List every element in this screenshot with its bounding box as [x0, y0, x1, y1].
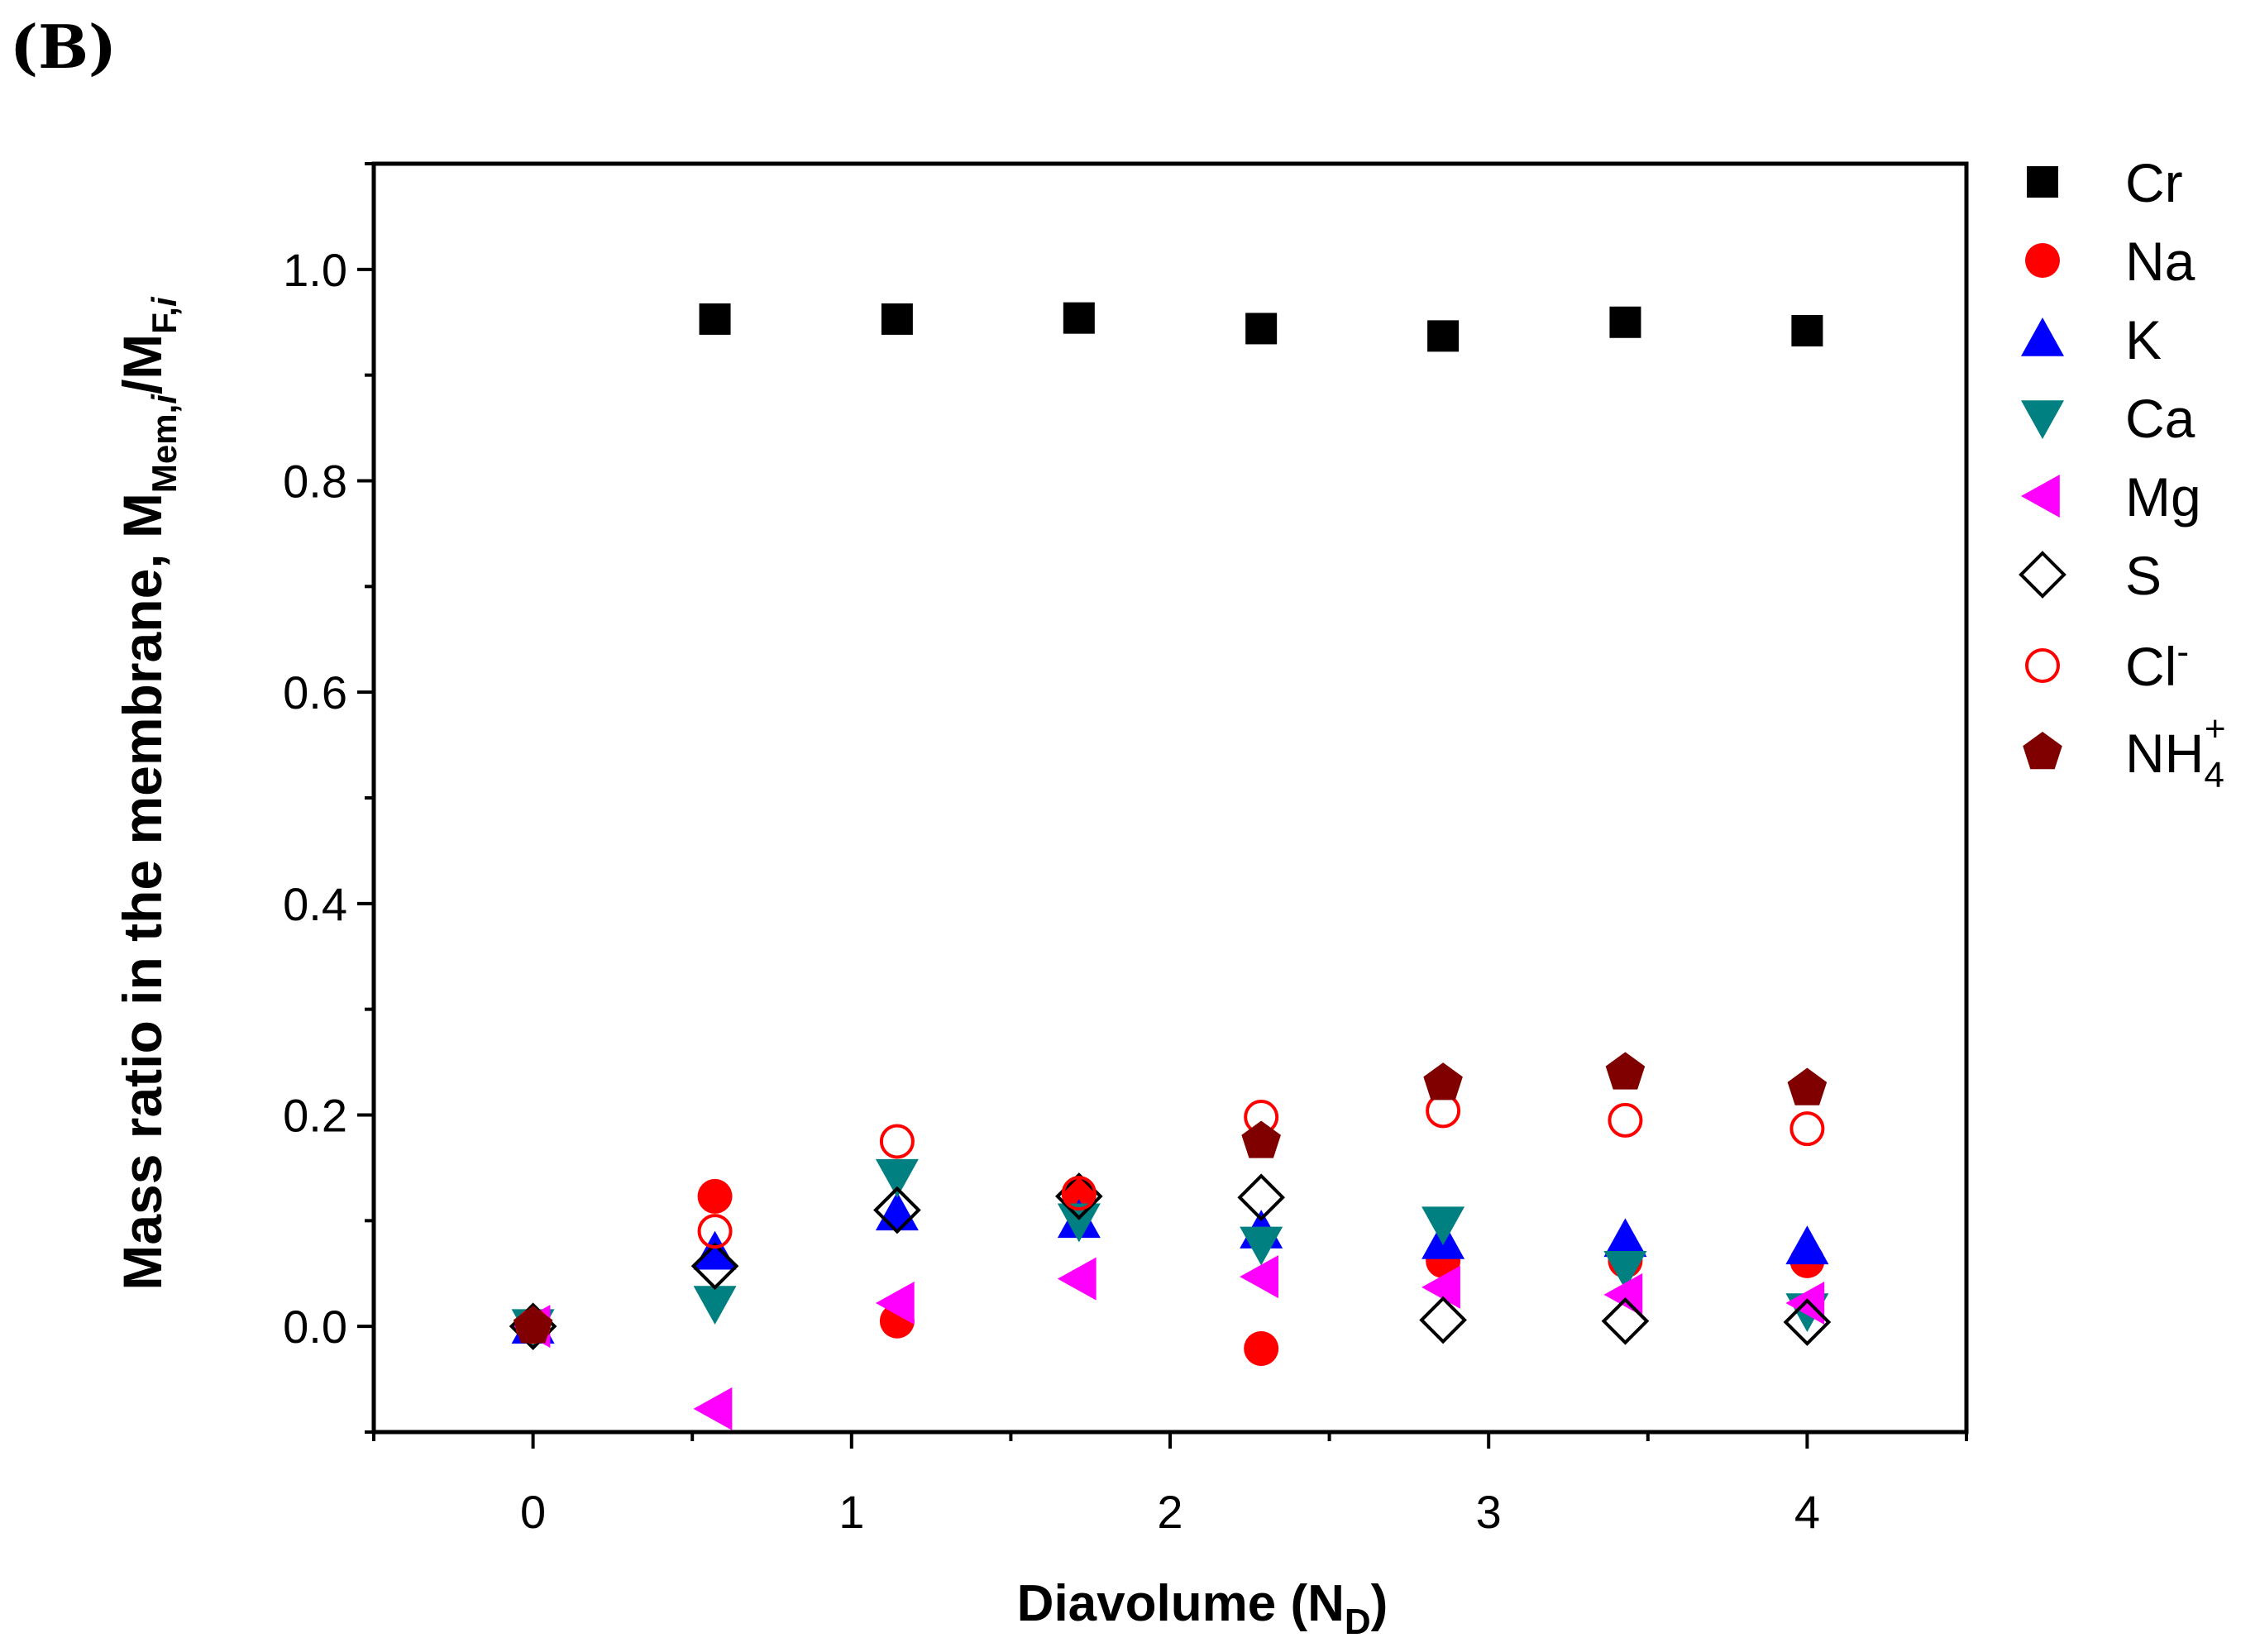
- data-point: [699, 303, 731, 335]
- data-points: [509, 302, 1832, 1430]
- legend-item-cl: Cl-: [2025, 632, 2189, 697]
- y-tick-label: 0.6: [283, 666, 347, 719]
- y-tick-label: 0.8: [283, 456, 347, 508]
- data-point: [513, 1306, 553, 1344]
- x-axis-title: Diavolume (ND): [1017, 1575, 1388, 1642]
- legend-label: Cr: [2125, 152, 2183, 213]
- data-point: [1601, 1296, 1650, 1345]
- y-tick-labels: 0.0 0.2 0.4 0.6 0.8 1.0: [283, 244, 347, 1353]
- data-point: [875, 1282, 915, 1325]
- panel-label: (B): [10, 12, 117, 82]
- data-point: [1057, 1257, 1097, 1301]
- data-point: [1603, 1218, 1647, 1258]
- data-point: [1061, 1176, 1097, 1211]
- data-point: [1241, 1120, 1281, 1158]
- plot-frame: [371, 161, 1969, 1435]
- data-point: [693, 1230, 737, 1270]
- legend-label: K: [2125, 309, 2162, 370]
- data-point: [693, 1387, 733, 1430]
- data-point: [1603, 1251, 1647, 1290]
- data-point: [1789, 1111, 1825, 1147]
- legend-label: Ca: [2125, 388, 2195, 449]
- data-point: [1244, 1331, 1279, 1367]
- data-point: [1785, 1225, 1829, 1265]
- legend-item-nh: NH4+: [2023, 709, 2226, 795]
- data-point: [1421, 1265, 1460, 1309]
- legend-marker: [2023, 732, 2062, 770]
- legend-item-k: K: [2021, 309, 2162, 370]
- x-tick-label: 4: [1794, 1486, 1820, 1538]
- legend-label: Na: [2125, 231, 2195, 292]
- legend-item-cr: Cr: [2027, 152, 2183, 213]
- series-cr: [699, 302, 1823, 352]
- legend-marker: [2019, 551, 2066, 599]
- x-tick-label: 2: [1157, 1486, 1183, 1538]
- legend-marker: [2025, 648, 2060, 683]
- legend-label: S: [2125, 545, 2162, 606]
- data-point: [881, 303, 913, 335]
- y-tick-label: 1.0: [283, 244, 347, 296]
- series-nh: [513, 1052, 1828, 1344]
- data-point: [1057, 1203, 1101, 1243]
- data-point: [1240, 1226, 1283, 1266]
- data-point: [1423, 1062, 1463, 1101]
- legend-label: Mg: [2125, 466, 2201, 528]
- axis-ticks: [357, 162, 1968, 1449]
- y-tick-label: 0.0: [283, 1301, 347, 1353]
- legend-label: NH4+: [2125, 709, 2226, 795]
- legend-label: Cl-: [2125, 632, 2189, 697]
- legend-marker: [2025, 243, 2060, 278]
- legend-item-s: S: [2019, 545, 2162, 606]
- legend-marker: [2021, 318, 2064, 356]
- y-tick-label: 0.2: [283, 1090, 347, 1142]
- data-point: [1421, 1206, 1465, 1246]
- legend-item-mg: Mg: [2021, 466, 2201, 528]
- data-point: [693, 1286, 737, 1325]
- legend-marker: [2021, 400, 2064, 439]
- data-point: [1063, 302, 1095, 334]
- y-tick-label: 0.4: [283, 878, 347, 930]
- data-point: [1240, 1255, 1278, 1299]
- data-point: [875, 1158, 919, 1198]
- data-point: [697, 1214, 733, 1249]
- data-point: [1783, 1298, 1832, 1346]
- data-point: [1419, 1296, 1467, 1344]
- data-point: [1791, 314, 1823, 346]
- data-point: [1245, 313, 1278, 345]
- data-point: [697, 1178, 733, 1214]
- legend-marker: [2021, 475, 2060, 518]
- legend-item-ca: Ca: [2021, 388, 2195, 449]
- x-tick-labels: 0 1 2 3 4: [520, 1486, 1820, 1538]
- data-point: [1787, 1067, 1828, 1105]
- legend: Cr Na K Ca Mg S Cl- NH4+: [2019, 152, 2226, 795]
- data-point: [1237, 1173, 1285, 1222]
- x-tick-label: 0: [520, 1486, 546, 1538]
- data-point: [1427, 320, 1460, 352]
- x-tick-label: 3: [1476, 1486, 1502, 1538]
- data-point: [690, 1242, 739, 1291]
- data-point: [1609, 306, 1641, 338]
- data-point: [1608, 1102, 1643, 1138]
- series-s: [509, 1172, 1832, 1350]
- data-point: [879, 1124, 915, 1159]
- data-point: [873, 1186, 921, 1234]
- legend-marker: [2027, 166, 2058, 198]
- x-tick-label: 1: [839, 1486, 864, 1538]
- legend-item-na: Na: [2025, 231, 2195, 292]
- y-axis-title: Mass ratio in the membrane, MMem,i/MF,i: [112, 296, 184, 1291]
- data-point: [1605, 1052, 1646, 1090]
